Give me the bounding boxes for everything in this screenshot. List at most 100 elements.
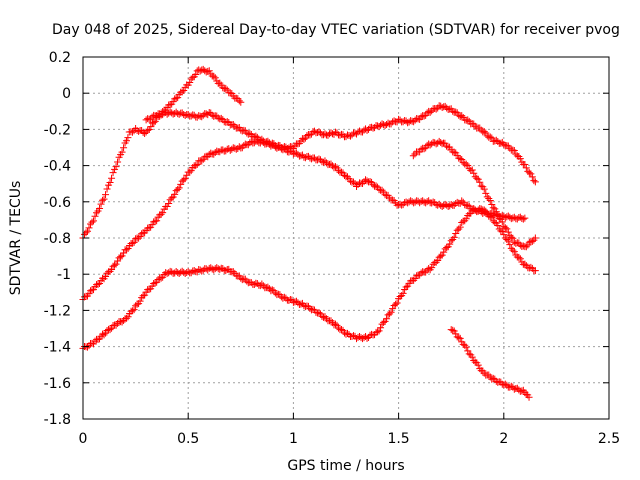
data-point [362, 125, 370, 133]
y-tick-label: -0.8 [44, 231, 71, 247]
x-axis-label: GPS time / hours [287, 458, 404, 474]
data-point [438, 103, 446, 111]
data-point [423, 198, 431, 206]
data-point [178, 88, 186, 96]
data-point [489, 374, 497, 382]
x-tick-label: 2.5 [598, 431, 620, 447]
data-point [516, 241, 524, 249]
data-point [205, 264, 213, 272]
y-tick-label: -0.2 [44, 122, 71, 138]
data-point [434, 257, 442, 265]
data-point [271, 289, 279, 297]
data-point [291, 149, 299, 157]
data-point [88, 218, 96, 226]
data-point [300, 135, 308, 143]
data-point [139, 292, 147, 300]
data-point [446, 240, 454, 248]
data-point [525, 238, 533, 246]
data-point [347, 177, 355, 185]
data-point [135, 127, 143, 135]
data-point [128, 128, 136, 136]
y-tick-label: -1.2 [44, 303, 71, 319]
data-point [187, 167, 195, 175]
data-point [196, 112, 204, 120]
data-point [456, 155, 464, 163]
data-point [123, 314, 131, 322]
data-point [366, 177, 374, 185]
data-point [428, 264, 436, 272]
data-point [334, 167, 342, 175]
data-point [402, 283, 410, 291]
data-point [417, 197, 425, 205]
data-point [516, 255, 524, 263]
data-point [525, 393, 533, 401]
data-point [504, 228, 512, 236]
data-point [90, 286, 98, 294]
data-point [501, 234, 509, 242]
data-point [464, 347, 472, 355]
data-point [192, 162, 200, 170]
data-point [498, 218, 506, 226]
data-point [222, 267, 230, 275]
data-point [363, 334, 371, 342]
data-point [510, 248, 518, 256]
data-point [303, 132, 311, 140]
data-point [345, 131, 353, 139]
data-point [306, 131, 314, 139]
data-point [351, 180, 359, 188]
data-point [84, 343, 92, 351]
data-point [486, 212, 494, 220]
data-point [392, 300, 400, 308]
data-point [410, 118, 418, 126]
data-point [447, 200, 455, 208]
data-point [447, 326, 455, 334]
data-point [307, 155, 315, 163]
data-point [219, 146, 227, 154]
data-point [153, 217, 161, 225]
data-point [264, 139, 272, 147]
data-point [522, 164, 530, 172]
data-point [96, 205, 104, 213]
data-point [506, 241, 514, 249]
data-point [458, 219, 466, 227]
data-point [183, 171, 191, 179]
data-point [181, 111, 189, 119]
data-point [501, 380, 509, 388]
data-point [159, 209, 167, 217]
data-point [147, 123, 155, 131]
data-point [300, 153, 308, 161]
data-point [181, 269, 189, 277]
data-point [458, 197, 466, 205]
data-point [258, 280, 266, 288]
data-point [531, 178, 539, 186]
data-point [420, 112, 428, 120]
data-point [186, 78, 194, 86]
data-point [464, 162, 472, 170]
data-point [207, 149, 215, 157]
data-point [363, 126, 371, 134]
data-point [488, 201, 496, 209]
data-point [336, 131, 344, 139]
y-tick-label: -0.4 [44, 159, 71, 175]
data-point [473, 174, 481, 182]
data-point [344, 329, 352, 337]
data-point [319, 158, 327, 166]
data-point [437, 252, 445, 260]
data-point [280, 293, 288, 301]
data-point [213, 147, 221, 155]
data-point [193, 161, 201, 169]
data-point [477, 205, 485, 213]
data-point [156, 110, 164, 118]
data-point [488, 213, 496, 221]
data-point [148, 113, 156, 121]
data-point [163, 202, 171, 210]
data-point [441, 102, 449, 110]
data-point [273, 144, 281, 152]
data-point [497, 227, 505, 235]
data-point [114, 257, 122, 265]
data-point [181, 175, 189, 183]
data-point [120, 144, 128, 152]
data-point [157, 210, 165, 218]
data-point [372, 182, 380, 190]
data-point [470, 169, 478, 177]
